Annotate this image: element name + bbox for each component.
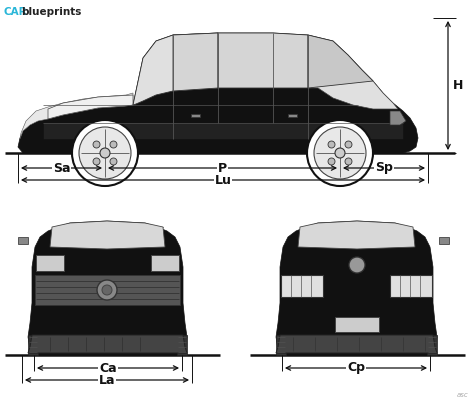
Bar	[390, 275, 432, 297]
Polygon shape	[18, 33, 418, 153]
Polygon shape	[50, 221, 165, 249]
Text: CAR: CAR	[3, 7, 27, 17]
Polygon shape	[28, 335, 187, 353]
Polygon shape	[288, 114, 297, 117]
Polygon shape	[48, 95, 133, 119]
Polygon shape	[308, 63, 398, 109]
Text: blueprints: blueprints	[21, 7, 81, 17]
Circle shape	[328, 141, 335, 148]
Polygon shape	[276, 335, 437, 353]
Polygon shape	[43, 123, 403, 139]
Text: La: La	[99, 374, 115, 387]
Text: Ca: Ca	[99, 362, 117, 375]
Polygon shape	[191, 114, 200, 117]
Bar	[18, 237, 28, 244]
Circle shape	[72, 120, 138, 186]
Text: Sa: Sa	[53, 162, 70, 175]
Text: asc: asc	[456, 392, 468, 398]
Polygon shape	[133, 33, 218, 105]
Polygon shape	[28, 221, 187, 355]
Circle shape	[349, 257, 365, 273]
Circle shape	[79, 127, 131, 179]
Text: H: H	[453, 79, 463, 92]
Bar	[439, 237, 449, 244]
Polygon shape	[28, 335, 38, 355]
Text: P: P	[218, 162, 227, 175]
Bar	[335, 317, 379, 332]
Text: Cp: Cp	[347, 362, 365, 375]
Polygon shape	[35, 275, 180, 305]
Polygon shape	[390, 111, 406, 125]
Polygon shape	[173, 33, 218, 91]
Circle shape	[345, 158, 352, 165]
Polygon shape	[308, 35, 373, 88]
Circle shape	[314, 127, 366, 179]
Text: Lu: Lu	[215, 173, 231, 187]
Polygon shape	[427, 335, 437, 355]
Polygon shape	[276, 221, 437, 355]
Circle shape	[97, 280, 117, 300]
Circle shape	[110, 158, 117, 165]
Circle shape	[335, 148, 345, 158]
Circle shape	[345, 141, 352, 148]
Polygon shape	[20, 93, 133, 139]
Text: Sp: Sp	[375, 162, 393, 175]
Circle shape	[93, 141, 100, 148]
Polygon shape	[218, 33, 308, 88]
Bar	[281, 275, 323, 297]
Circle shape	[328, 158, 335, 165]
Polygon shape	[298, 221, 415, 249]
Circle shape	[307, 120, 373, 186]
Circle shape	[110, 141, 117, 148]
Circle shape	[102, 285, 112, 295]
Bar	[36, 255, 64, 271]
Circle shape	[93, 158, 100, 165]
Polygon shape	[276, 335, 286, 355]
Circle shape	[100, 148, 110, 158]
Bar	[151, 255, 179, 271]
Polygon shape	[177, 335, 187, 355]
